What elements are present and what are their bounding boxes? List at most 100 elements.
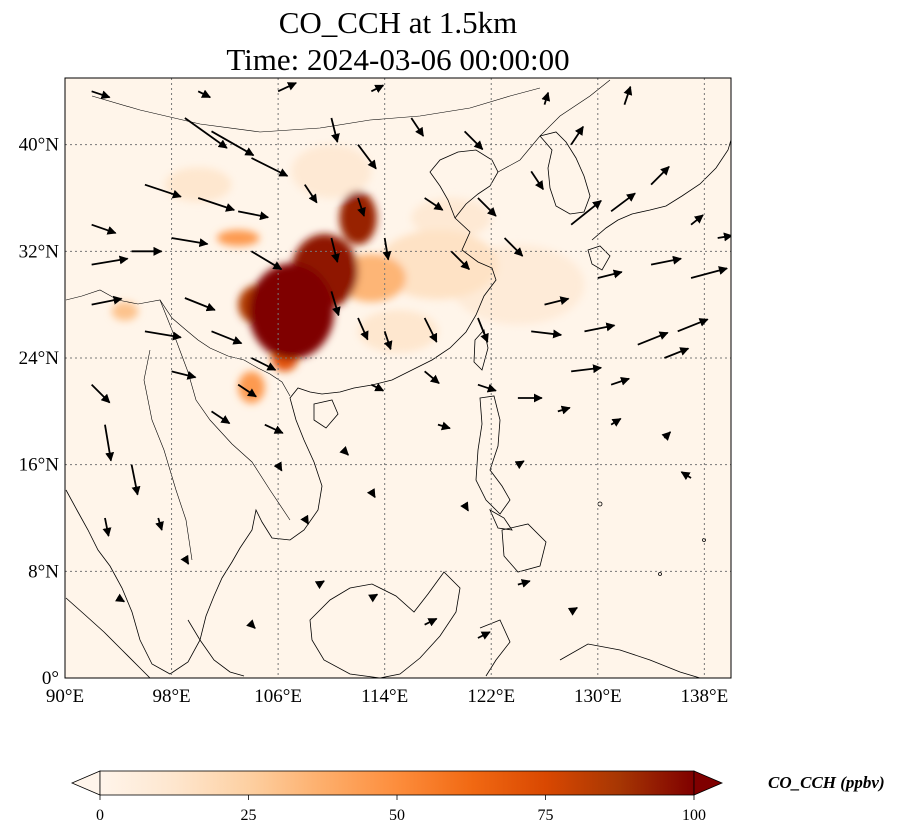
wind-arrow bbox=[571, 364, 603, 374]
wind-arrow bbox=[541, 91, 551, 105]
coastline-luzon bbox=[475, 395, 511, 515]
wind-arrow bbox=[450, 250, 470, 270]
wind-arrow bbox=[610, 192, 636, 213]
wind-arrow bbox=[570, 125, 584, 146]
wind-arrow bbox=[330, 291, 341, 317]
wind-arrow bbox=[544, 296, 570, 306]
wind-arrow bbox=[570, 199, 602, 226]
wind-arrow bbox=[650, 166, 670, 186]
wind-arrow bbox=[717, 232, 731, 242]
wind-arrow bbox=[130, 464, 141, 496]
wind-arrow bbox=[273, 461, 283, 472]
latitude-axis: 0° 8°N 16°N 24°N 32°N 40°N bbox=[19, 135, 60, 689]
wind-arrow bbox=[610, 417, 622, 427]
wind-arrow bbox=[514, 460, 525, 470]
wind-arrow bbox=[661, 431, 672, 441]
concentration-blob bbox=[164, 167, 232, 203]
concentration-blob bbox=[358, 310, 438, 353]
wind-arrow bbox=[637, 331, 669, 346]
wind-arrow bbox=[211, 410, 231, 425]
wind-arrow bbox=[180, 554, 190, 565]
wind-arrow bbox=[597, 269, 623, 279]
wind-arrow bbox=[424, 197, 444, 211]
wind-arrow bbox=[277, 82, 297, 93]
lat-tick-label: 16°N bbox=[19, 455, 60, 476]
map-frame bbox=[64, 77, 732, 679]
map-title-line1: CO_CCH at 1.5km bbox=[279, 5, 518, 40]
wind-arrow bbox=[423, 317, 438, 343]
wind-arrow bbox=[211, 130, 255, 157]
wind-arrow bbox=[144, 183, 182, 199]
map-title-line2: Time: 2024-03-06 00:00:00 bbox=[226, 42, 569, 77]
border-india-china bbox=[65, 289, 291, 397]
country-borders bbox=[65, 79, 611, 561]
wind-arrow bbox=[91, 223, 117, 235]
coastline-malay bbox=[187, 619, 245, 677]
coastline-borneo bbox=[309, 571, 461, 678]
wind-arrow bbox=[104, 424, 115, 462]
lon-tick-label: 90°E bbox=[46, 686, 84, 707]
coastline-korea bbox=[539, 131, 591, 215]
wind-arrow bbox=[314, 580, 325, 590]
coastline-sumatra bbox=[65, 597, 151, 678]
wind-arrow bbox=[503, 237, 524, 257]
border-mongolia bbox=[91, 87, 541, 133]
border-myanmar-thailand bbox=[143, 349, 193, 561]
wind-arrow bbox=[690, 266, 728, 279]
wind-arrow bbox=[623, 85, 633, 105]
map-panel bbox=[64, 77, 732, 679]
lon-tick-label: 130°E bbox=[574, 686, 622, 707]
wind-arrow bbox=[383, 331, 393, 351]
wind-arrow bbox=[357, 197, 366, 217]
wind-arrow bbox=[184, 297, 216, 312]
wind-arrow bbox=[102, 517, 112, 537]
concentration-field bbox=[111, 144, 585, 404]
colorbar-min-extend bbox=[70, 770, 101, 796]
colorbar-tick-label: 50 bbox=[389, 807, 405, 824]
border-indochina bbox=[159, 299, 291, 521]
wind-arrow bbox=[237, 383, 257, 398]
lat-tick-label: 8°N bbox=[28, 561, 59, 582]
lon-tick-label: 114°E bbox=[361, 686, 408, 707]
colorbar-label: CO_CCH (ppbv) bbox=[768, 773, 885, 792]
coastline-shandong bbox=[429, 149, 499, 219]
lat-tick-label: 0° bbox=[42, 668, 59, 689]
wind-arrow bbox=[460, 501, 469, 512]
lat-tick-label: 40°N bbox=[19, 135, 60, 156]
concentration-blob bbox=[216, 230, 260, 246]
colorbar-ticks: 0 25 50 75 100 bbox=[96, 795, 706, 824]
wind-arrow bbox=[197, 197, 236, 212]
border-korea-china bbox=[497, 79, 611, 173]
wind-arrow bbox=[531, 329, 563, 339]
wind-arrow bbox=[410, 117, 425, 137]
wind-arrow bbox=[155, 517, 164, 531]
coastline-mainland bbox=[65, 217, 497, 675]
wind-arrow bbox=[264, 423, 284, 434]
wind-arrow bbox=[424, 617, 438, 627]
wind-arrow bbox=[368, 593, 379, 603]
wind-arrow bbox=[144, 330, 182, 341]
wind-arrow bbox=[477, 197, 497, 217]
wind-arrow bbox=[91, 90, 111, 100]
wind-arrow bbox=[339, 446, 349, 456]
wind-arrow bbox=[251, 357, 277, 371]
colorbar-body bbox=[99, 770, 695, 796]
coastline-sulawesi bbox=[479, 619, 511, 677]
lon-tick-label: 138°E bbox=[681, 686, 729, 707]
wind-arrow bbox=[463, 130, 484, 150]
wind-arrow bbox=[370, 383, 385, 392]
coastline-japan bbox=[591, 139, 731, 241]
wind-arrow bbox=[370, 84, 385, 93]
wind-arrow bbox=[530, 170, 544, 191]
wind-arrow bbox=[650, 255, 682, 266]
lat-tick-label: 32°N bbox=[19, 241, 60, 262]
concentration-blob bbox=[411, 198, 492, 238]
concentration-blob bbox=[291, 144, 372, 198]
wind-arrow bbox=[171, 237, 209, 248]
coastline-hainan bbox=[313, 399, 339, 429]
wind-arrow bbox=[680, 471, 692, 481]
lat-tick-label: 24°N bbox=[19, 348, 60, 369]
coastline-newguinea bbox=[559, 643, 701, 678]
colorbar-tick-label: 75 bbox=[538, 807, 554, 824]
